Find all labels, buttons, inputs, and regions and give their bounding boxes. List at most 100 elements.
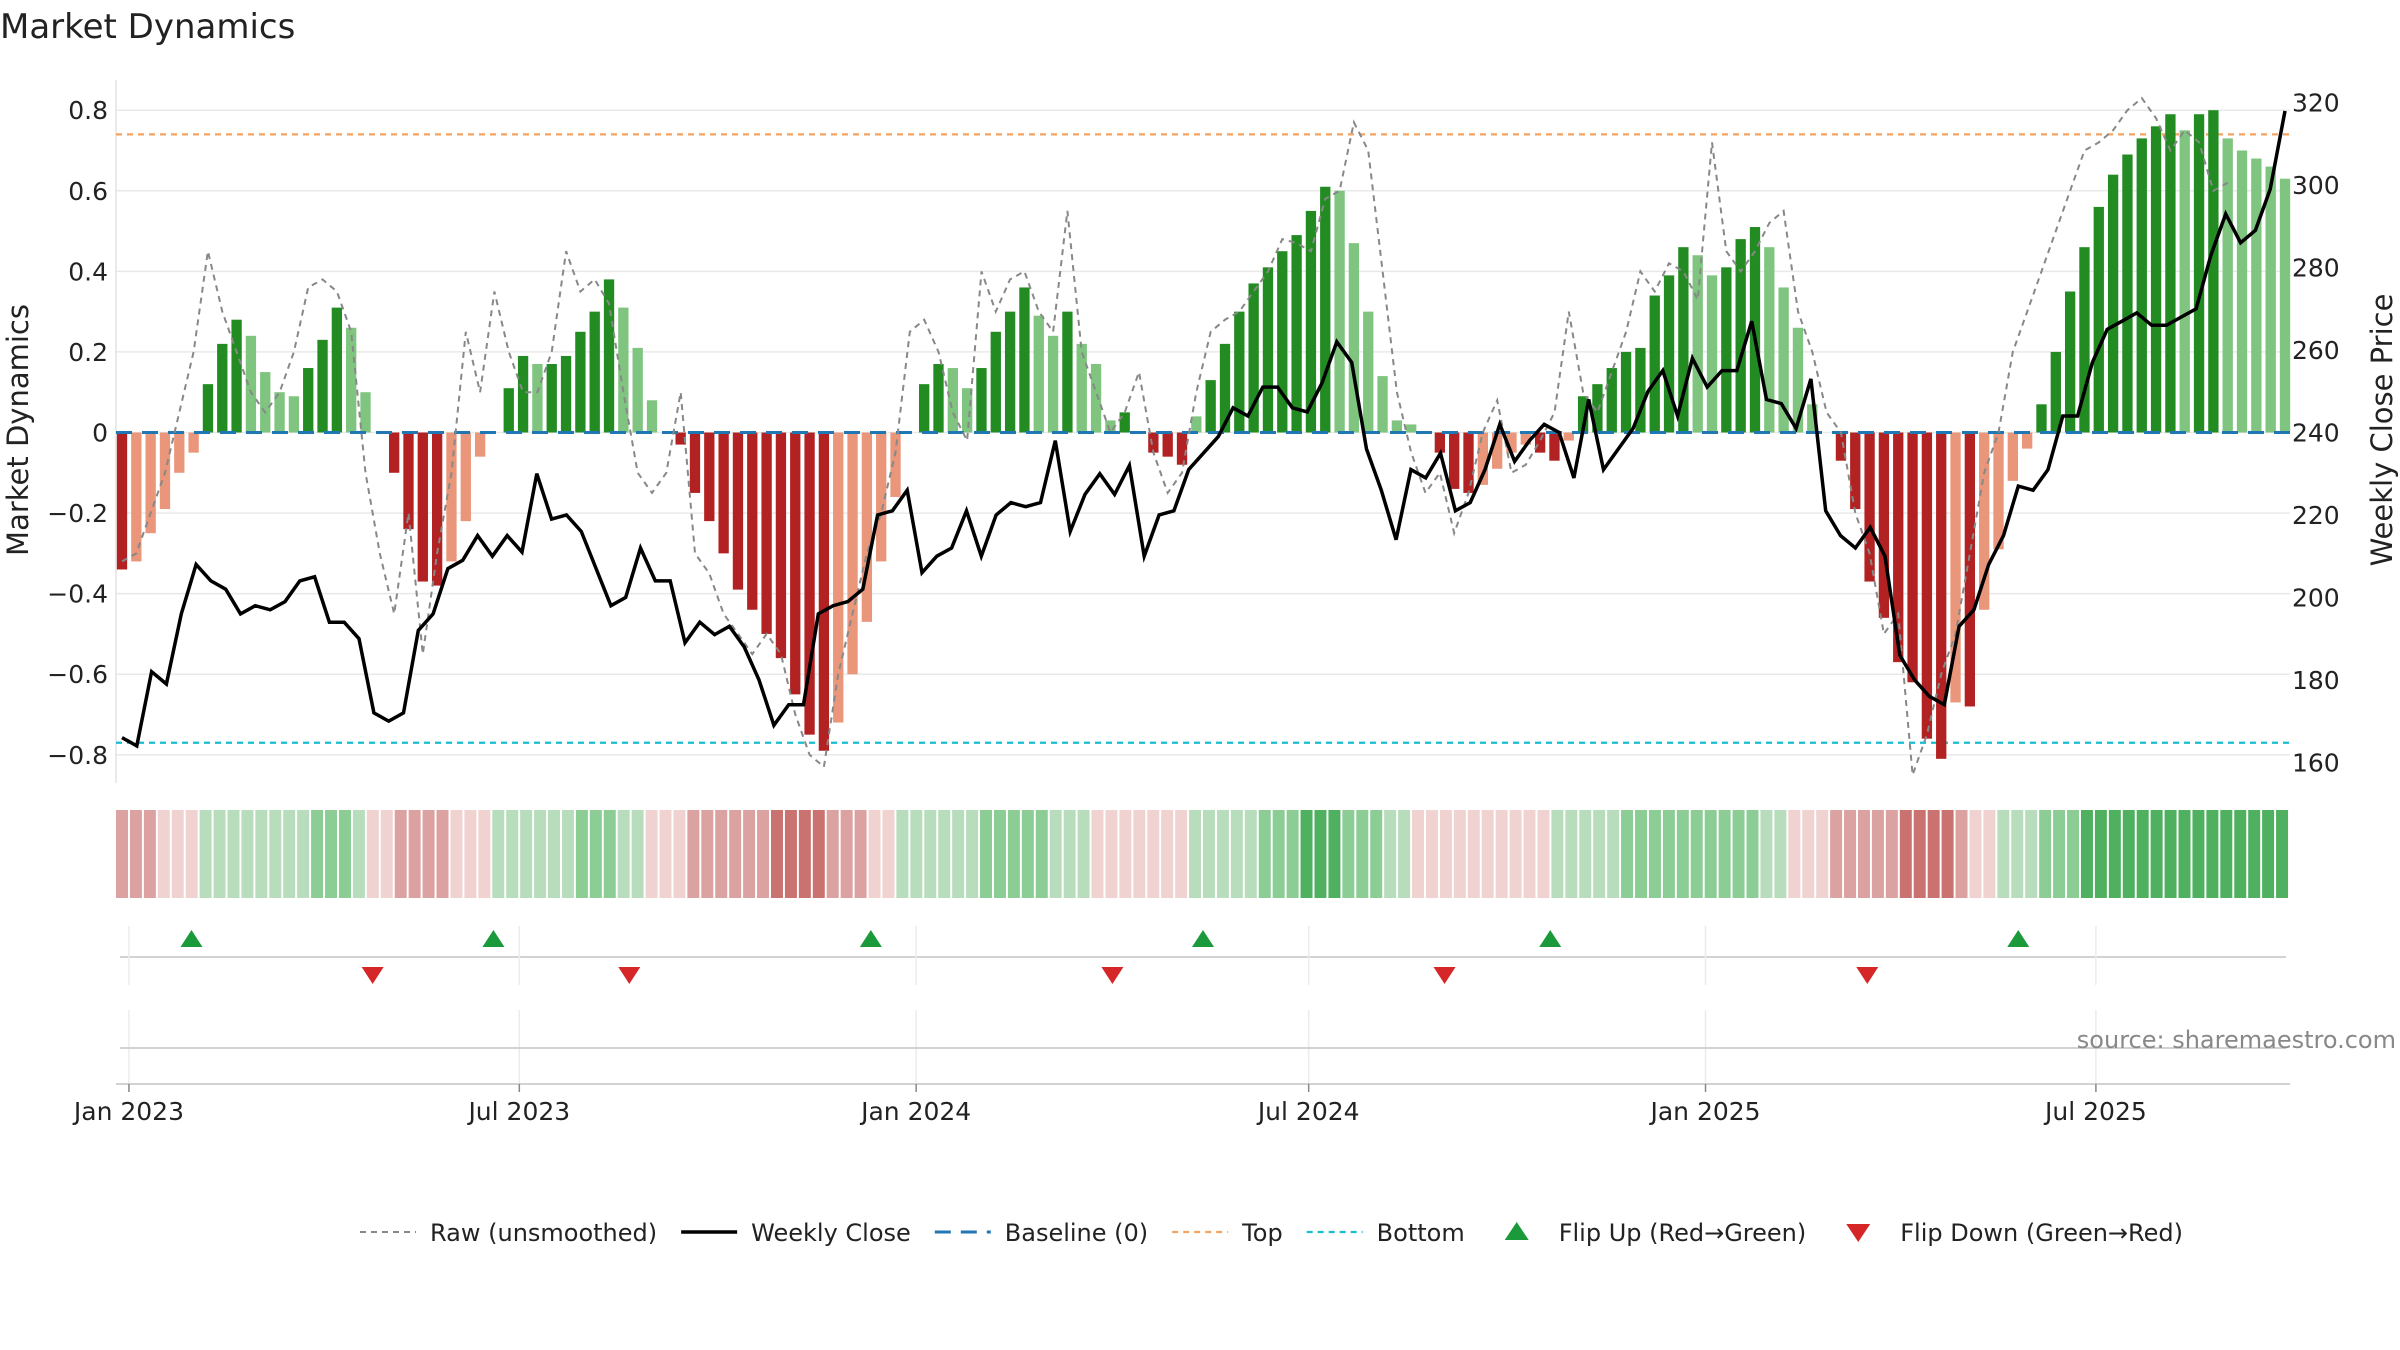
heat-cell <box>408 810 421 898</box>
dynamics-bar <box>131 432 142 562</box>
heat-cell <box>1021 810 1034 898</box>
dynamics-bar <box>603 279 615 433</box>
right-tick-label: 180 <box>2292 666 2340 695</box>
heat-cell <box>1690 810 1703 898</box>
flip-up-marker <box>1192 930 1214 947</box>
dynamics-bar <box>1449 432 1460 489</box>
dynamics-bar <box>890 432 901 497</box>
dynamics-bar <box>2036 404 2047 433</box>
dynamics-bar <box>1549 432 1560 461</box>
heat-cell <box>1119 810 1132 898</box>
dynamics-bar <box>718 432 729 554</box>
dynamics-bar <box>1993 432 2004 550</box>
dynamics-bar <box>1305 210 1317 433</box>
right-tick-label: 200 <box>2292 583 2340 612</box>
heat-cell <box>1300 810 1313 898</box>
heat-cell <box>1760 810 1773 898</box>
heat-cell <box>1258 810 1271 898</box>
dynamics-bar <box>675 432 686 445</box>
heat-cell <box>2262 810 2275 898</box>
heat-cell <box>2025 810 2038 898</box>
heat-cell <box>241 810 254 898</box>
dynamics-bar <box>1764 247 1775 433</box>
dynamics-bar <box>1363 311 1374 433</box>
dynamics-bar <box>2251 158 2262 433</box>
heat-cell <box>1481 810 1494 898</box>
dynamics-bar <box>1936 432 1947 759</box>
heat-cell <box>701 810 714 898</box>
heat-cell <box>1746 810 1759 898</box>
heat-cell <box>1384 810 1397 898</box>
x-tick-label: Jan 2025 <box>1648 1097 1760 1126</box>
dynamics-bar <box>2064 291 2076 433</box>
legend-label: Raw (unsmoothed) <box>430 1219 657 1247</box>
dynamics-bar <box>303 368 314 433</box>
heat-cell <box>422 810 435 898</box>
legend-label: Baseline (0) <box>1005 1219 1148 1247</box>
heat-cell <box>1969 810 1982 898</box>
flip-down-marker <box>1433 967 1456 984</box>
dynamics-bar <box>1176 432 1188 465</box>
heat-cell <box>589 810 602 898</box>
heat-cell <box>1857 810 1870 898</box>
dynamics-bar <box>589 311 600 433</box>
heat-cell <box>1425 810 1438 898</box>
dynamics-bar <box>2165 114 2176 433</box>
heat-cell <box>1885 810 1898 898</box>
dynamics-bar <box>317 339 328 433</box>
heat-cell <box>1314 810 1327 898</box>
dynamics-bar <box>460 432 471 522</box>
heat-cell <box>1579 810 1592 898</box>
legend: Raw (unsmoothed) Weekly Close Baseline (0)… <box>360 1219 2183 1247</box>
dynamics-bar <box>517 355 529 433</box>
flip-down-marker <box>618 967 641 984</box>
dynamics-bar <box>1678 247 1689 433</box>
flip-up-marker <box>180 930 203 947</box>
heat-cell <box>478 810 491 898</box>
heat-cell <box>352 810 365 898</box>
legend-label: Top <box>1241 1219 1283 1247</box>
heat-cell <box>116 810 128 898</box>
heat-cell <box>770 810 783 898</box>
heat-cell <box>380 810 393 898</box>
dynamics-bar <box>2236 150 2248 433</box>
left-tick-label: 0.2 <box>68 338 108 367</box>
dynamics-bar <box>532 364 543 433</box>
heat-cell <box>1133 810 1146 898</box>
dynamics-bar <box>732 432 744 590</box>
dynamics-bar <box>1391 420 1403 433</box>
x-tick-label: Jul 2024 <box>1256 1097 1360 1126</box>
right-tick-label: 280 <box>2292 254 2340 283</box>
heat-cell <box>255 810 268 898</box>
heat-cell <box>1899 810 1912 898</box>
heat-cell <box>2080 810 2093 898</box>
heat-cell <box>1216 810 1229 898</box>
dynamics-bar <box>202 384 214 433</box>
heat-cell <box>966 810 979 898</box>
heat-cell <box>1105 810 1118 898</box>
dynamics-bar <box>346 327 357 433</box>
heat-cell <box>1244 810 1257 898</box>
dynamics-bar <box>2179 130 2190 433</box>
dynamics-bar <box>1277 251 1288 433</box>
dynamics-bar <box>2279 178 2291 433</box>
heat-cell <box>1816 810 1829 898</box>
right-tick-label: 260 <box>2292 336 2340 365</box>
heat-cell <box>1983 810 1996 898</box>
left-tick-label: −0.4 <box>47 580 108 609</box>
left-tick-label: −0.2 <box>47 499 108 528</box>
heat-cell <box>1467 810 1480 898</box>
dynamics-bar <box>1191 416 1202 433</box>
heat-cell <box>868 810 881 898</box>
heat-cell <box>1077 810 1090 898</box>
dynamics-bar <box>403 432 414 530</box>
dynamics-bar <box>360 392 371 433</box>
heat-cell <box>1439 810 1452 898</box>
dynamics-bar <box>1979 432 1990 610</box>
heat-cell <box>1049 810 1062 898</box>
legend-label: Flip Down (Green→Red) <box>1900 1219 2183 1247</box>
dynamics-bar <box>790 432 801 695</box>
right-tick-label: 220 <box>2292 501 2340 530</box>
heat-cell <box>1328 810 1341 898</box>
heat-cell <box>2276 810 2289 898</box>
